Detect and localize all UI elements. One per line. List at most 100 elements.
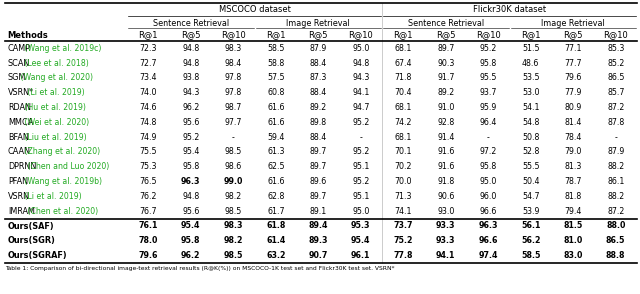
Text: 89.7: 89.7 xyxy=(310,148,327,156)
Text: Sentence Retrieval: Sentence Retrieval xyxy=(408,19,484,28)
Text: 93.7: 93.7 xyxy=(479,88,497,97)
Text: 97.8: 97.8 xyxy=(225,88,242,97)
Text: 79.0: 79.0 xyxy=(564,148,582,156)
Text: 88.2: 88.2 xyxy=(607,162,625,171)
Text: 54.8: 54.8 xyxy=(522,118,540,127)
Text: 98.7: 98.7 xyxy=(225,103,242,112)
Text: (Wang et al. 2019b): (Wang et al. 2019b) xyxy=(22,177,102,186)
Text: 95.2: 95.2 xyxy=(182,133,200,142)
Text: 50.4: 50.4 xyxy=(522,177,540,186)
Text: 95.0: 95.0 xyxy=(352,207,369,216)
Text: 71.3: 71.3 xyxy=(394,192,412,201)
Text: 95.2: 95.2 xyxy=(352,177,369,186)
Text: PFAN: PFAN xyxy=(8,177,28,186)
Text: 95.9: 95.9 xyxy=(479,103,497,112)
Text: 78.0: 78.0 xyxy=(139,236,158,245)
Text: 79.4: 79.4 xyxy=(564,207,582,216)
Text: MMCA: MMCA xyxy=(8,118,33,127)
Text: 94.8: 94.8 xyxy=(182,44,200,53)
Text: 61.6: 61.6 xyxy=(267,118,285,127)
Text: 72.7: 72.7 xyxy=(140,59,157,68)
Text: 74.6: 74.6 xyxy=(140,103,157,112)
Text: 94.1: 94.1 xyxy=(436,251,456,260)
Text: 75.3: 75.3 xyxy=(140,162,157,171)
Text: (Wei et al. 2020): (Wei et al. 2020) xyxy=(22,118,89,127)
Text: 96.2: 96.2 xyxy=(182,103,200,112)
Text: 85.3: 85.3 xyxy=(607,44,625,53)
Text: 62.8: 62.8 xyxy=(267,192,284,201)
Text: 98.4: 98.4 xyxy=(225,59,242,68)
Text: R@5: R@5 xyxy=(563,31,583,39)
Text: 95.2: 95.2 xyxy=(352,118,369,127)
Text: 97.8: 97.8 xyxy=(225,74,242,83)
Text: -: - xyxy=(487,133,490,142)
Text: 95.5: 95.5 xyxy=(479,74,497,83)
Text: 81.5: 81.5 xyxy=(564,221,583,230)
Text: 95.8: 95.8 xyxy=(181,236,200,245)
Text: 61.4: 61.4 xyxy=(266,236,285,245)
Text: SCAN: SCAN xyxy=(8,59,30,68)
Text: 61.3: 61.3 xyxy=(267,148,285,156)
Text: 60.8: 60.8 xyxy=(267,88,284,97)
Text: 91.4: 91.4 xyxy=(437,133,454,142)
Text: 97.2: 97.2 xyxy=(479,148,497,156)
Text: (Wang et al. 2019c): (Wang et al. 2019c) xyxy=(22,44,101,53)
Text: IMRAM: IMRAM xyxy=(8,207,35,216)
Text: 87.9: 87.9 xyxy=(310,44,327,53)
Text: 59.4: 59.4 xyxy=(267,133,284,142)
Text: 89.2: 89.2 xyxy=(437,88,454,97)
Text: 94.3: 94.3 xyxy=(352,74,369,83)
Text: 77.1: 77.1 xyxy=(564,44,582,53)
Text: R@10: R@10 xyxy=(348,31,373,39)
Text: 76.7: 76.7 xyxy=(140,207,157,216)
Text: 94.8: 94.8 xyxy=(352,59,369,68)
Text: 70.2: 70.2 xyxy=(394,162,412,171)
Text: 94.7: 94.7 xyxy=(352,103,369,112)
Text: 89.7: 89.7 xyxy=(310,192,327,201)
Text: 87.2: 87.2 xyxy=(607,207,625,216)
Text: CAAN: CAAN xyxy=(8,148,31,156)
Text: 76.5: 76.5 xyxy=(140,177,157,186)
Text: 98.2: 98.2 xyxy=(223,236,243,245)
Text: 96.3: 96.3 xyxy=(479,221,498,230)
Text: (Zhang et al. 2020): (Zhang et al. 2020) xyxy=(22,148,100,156)
Text: -: - xyxy=(232,133,235,142)
Text: 91.0: 91.0 xyxy=(437,103,454,112)
Text: (Li et al. 2019): (Li et al. 2019) xyxy=(25,88,85,97)
Text: 87.2: 87.2 xyxy=(607,103,625,112)
Text: 73.7: 73.7 xyxy=(394,221,413,230)
Text: (Chen and Luo 2020): (Chen and Luo 2020) xyxy=(25,162,109,171)
Text: 89.2: 89.2 xyxy=(310,103,327,112)
Text: (Chen et al. 2020): (Chen et al. 2020) xyxy=(25,207,99,216)
Text: R@10: R@10 xyxy=(604,31,628,39)
Text: Ours(SGRAF): Ours(SGRAF) xyxy=(8,251,68,260)
Text: R@10: R@10 xyxy=(476,31,500,39)
Text: 92.8: 92.8 xyxy=(437,118,454,127)
Text: 98.5: 98.5 xyxy=(225,148,242,156)
Text: 76.1: 76.1 xyxy=(139,221,158,230)
Text: 98.5: 98.5 xyxy=(223,251,243,260)
Text: 85.2: 85.2 xyxy=(607,59,625,68)
Text: 61.8: 61.8 xyxy=(266,221,285,230)
Text: 52.8: 52.8 xyxy=(522,148,540,156)
Text: 70.1: 70.1 xyxy=(394,148,412,156)
Text: 95.2: 95.2 xyxy=(479,44,497,53)
Text: 87.3: 87.3 xyxy=(310,74,327,83)
Text: 77.9: 77.9 xyxy=(564,88,582,97)
Text: 93.3: 93.3 xyxy=(436,236,456,245)
Text: 88.2: 88.2 xyxy=(607,192,625,201)
Text: -: - xyxy=(614,133,617,142)
Text: 94.8: 94.8 xyxy=(182,59,200,68)
Text: 93.8: 93.8 xyxy=(182,74,200,83)
Text: 55.5: 55.5 xyxy=(522,162,540,171)
Text: 97.7: 97.7 xyxy=(225,118,242,127)
Text: 86.5: 86.5 xyxy=(606,236,625,245)
Text: 78.7: 78.7 xyxy=(564,177,582,186)
Text: 63.2: 63.2 xyxy=(266,251,285,260)
Text: 48.6: 48.6 xyxy=(522,59,540,68)
Text: 89.8: 89.8 xyxy=(310,118,327,127)
Text: 95.3: 95.3 xyxy=(351,221,371,230)
Text: 91.7: 91.7 xyxy=(437,74,454,83)
Text: 51.5: 51.5 xyxy=(522,44,540,53)
Text: 79.6: 79.6 xyxy=(138,251,158,260)
